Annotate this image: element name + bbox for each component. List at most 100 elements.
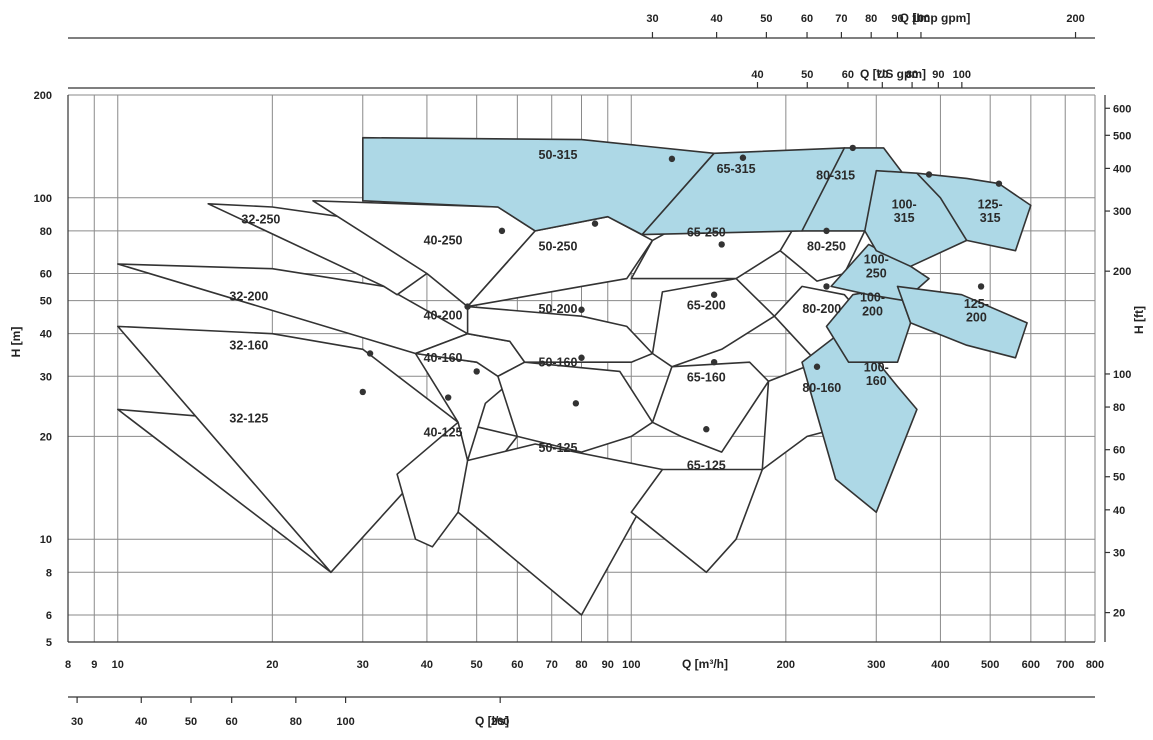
secondary-axis-tick-label: 80 <box>290 716 302 728</box>
region-label-65-125: 65-125 <box>687 459 726 473</box>
x-tick-label: 200 <box>777 659 795 671</box>
secondary-axis-tick-label: 30 <box>71 716 83 728</box>
region-label-125-200: 125-200 <box>964 297 989 325</box>
bep-marker-50-160 <box>578 354 585 361</box>
secondary-axis-tick-label: 90 <box>891 13 903 25</box>
secondary-axis-tick-label: 100 <box>953 69 971 81</box>
label-layer: 32-125 32-160 32-200 32-250 40-125 40-160 40-2… <box>229 148 1002 473</box>
region-layer <box>117 136 1032 616</box>
region-label-125-315: 125-315 <box>978 197 1003 225</box>
y-tick-label: 10 <box>40 534 52 546</box>
secondary-axis-tick-label: 600 <box>1113 103 1131 115</box>
x-tick-label: 30 <box>357 659 369 671</box>
bep-marker-40-200 <box>464 303 471 310</box>
secondary-axis-tick-label: 60 <box>842 69 854 81</box>
region-label-65-250: 65-250 <box>687 226 726 240</box>
bep-marker-40-125 <box>444 394 452 401</box>
region-label-80-160: 80-160 <box>802 381 841 395</box>
bep-marker-50-200 <box>578 306 585 313</box>
bep-marker-50-125 <box>572 400 580 407</box>
region-label-80-200: 80-200 <box>802 302 841 316</box>
y-tick-label: 50 <box>40 296 52 308</box>
x-tick-label: 90 <box>602 659 614 671</box>
x-tick-label: 20 <box>266 659 278 671</box>
bep-marker-32-125 <box>359 388 366 396</box>
bep-marker-50-315 <box>668 155 676 163</box>
secondary-axis-tick-label: 30 <box>1113 547 1125 559</box>
secondary-axis-tick-label: 100 <box>1113 369 1131 381</box>
secondary-axis-title: Q [Imp gpm] <box>900 11 971 25</box>
bep-marker-80-160 <box>813 363 821 370</box>
secondary-axis-tick-label: 50 <box>801 69 813 81</box>
x-tick-label: 40 <box>421 659 433 671</box>
bep-marker-65-250 <box>718 241 725 248</box>
x-tick-label: 10 <box>112 659 124 671</box>
region-label-50-315: 50-315 <box>539 148 578 162</box>
region-label-65-315: 65-315 <box>717 162 756 176</box>
region-125-315 <box>916 172 1032 252</box>
bep-marker-40-160 <box>473 368 480 375</box>
region-label-80-250: 80-250 <box>807 240 846 254</box>
secondary-axis-tick-label: 80 <box>906 69 918 81</box>
x-tick-label: 9 <box>91 659 97 671</box>
x-tick-label: 50 <box>471 659 483 671</box>
bep-marker-32-160 <box>366 350 374 357</box>
bep-marker-80-250 <box>823 227 830 235</box>
secondary-axis-tick-label: 70 <box>876 69 888 81</box>
secondary-axis-tick-label: 50 <box>1113 472 1125 484</box>
region-label-40-125: 40-125 <box>424 425 463 439</box>
secondary-axis-tick-label: 60 <box>801 13 813 25</box>
region-32-200 <box>117 263 469 355</box>
region-label-40-200: 40-200 <box>424 309 463 323</box>
bep-marker-65-315 <box>739 154 747 161</box>
y-tick-label: 80 <box>40 226 52 238</box>
region-125-200 <box>896 285 1028 359</box>
region-label-32-125: 32-125 <box>229 411 268 425</box>
x-tick-label: 60 <box>511 659 523 671</box>
x-tick-label: 8 <box>65 659 71 671</box>
region-label-100-160: 100-160 <box>864 360 889 388</box>
y-tick-label: 6 <box>46 610 52 622</box>
region-50-315 <box>361 136 715 236</box>
region-label-32-200: 32-200 <box>229 290 268 304</box>
bep-marker-125-315 <box>995 180 1003 187</box>
x-axis-title: Q [m³/h] <box>682 657 728 671</box>
y-axis-title: H [m] <box>9 327 23 358</box>
region-label-65-160: 65-160 <box>687 370 726 384</box>
secondary-axis-tick-label: 70 <box>835 13 847 25</box>
region-label-100-200: 100-200 <box>860 291 885 319</box>
secondary-axis-tick-label: 100 <box>912 13 930 25</box>
secondary-axis-title: Q [l/s] <box>475 714 509 728</box>
y-tick-label: 60 <box>40 269 52 281</box>
x-tick-label: 800 <box>1086 659 1104 671</box>
secondary-axis-tick-label: 90 <box>932 69 944 81</box>
region-label-65-200: 65-200 <box>687 299 726 313</box>
region-label-100-315: 100-315 <box>892 197 917 225</box>
y-tick-label: 30 <box>40 371 52 383</box>
x-tick-label: 400 <box>931 659 949 671</box>
secondary-axis-tick-label: 300 <box>1113 206 1131 218</box>
region-50-125 <box>457 443 664 616</box>
secondary-axis-tick-label: 20 <box>1113 608 1125 620</box>
bep-marker-65-125 <box>703 426 710 433</box>
x-tick-label: 100 <box>622 659 640 671</box>
axis-layer: 8 9 10 20 30 40 50 60 70 80 90 100 200 300 400 500 600 70… <box>9 11 1146 728</box>
y-tick-label: 40 <box>40 329 52 341</box>
secondary-axis-tick-label: 80 <box>1113 402 1125 414</box>
y-tick-label: 8 <box>46 567 52 579</box>
secondary-axis-tick-label: 500 <box>1113 130 1131 142</box>
x-tick-label: 80 <box>575 659 587 671</box>
bep-marker-50-250 <box>591 220 599 227</box>
region-label-32-160: 32-160 <box>229 338 268 352</box>
secondary-axis-tick-label: 80 <box>865 13 877 25</box>
secondary-axis-title: H [ft] <box>1132 306 1146 334</box>
secondary-axis-tick-label: 30 <box>646 13 658 25</box>
secondary-axis-tick-label: 50 <box>185 716 197 728</box>
y-tick-label: 200 <box>34 90 52 102</box>
region-label-50-125: 50-125 <box>539 441 578 455</box>
bep-marker-40-250 <box>498 227 506 235</box>
x-tick-label: 500 <box>981 659 999 671</box>
secondary-axis-tick-label: 200 <box>1066 13 1084 25</box>
